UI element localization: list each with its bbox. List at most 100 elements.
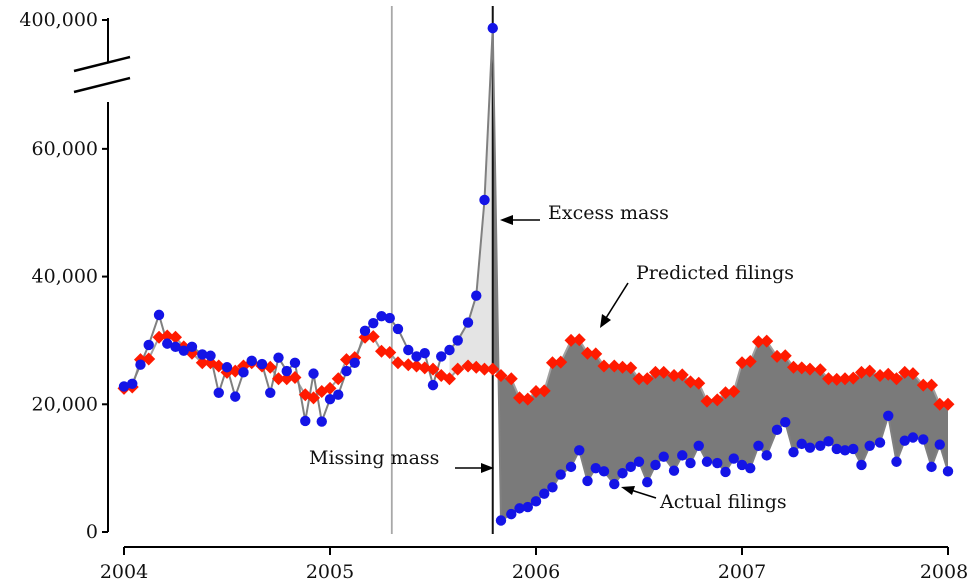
- actual-point: [479, 194, 490, 206]
- actual-point: [444, 344, 455, 356]
- actual-point: [712, 457, 723, 469]
- x-tick-label: 2004: [100, 561, 148, 583]
- predicted-point: [941, 397, 955, 411]
- actual-point: [135, 359, 146, 370]
- y-tick-label: 40,000: [32, 266, 98, 288]
- predicted-point: [554, 355, 568, 369]
- predicted-point: [657, 365, 671, 379]
- predicted-point: [616, 360, 630, 374]
- predicted-point: [375, 344, 388, 358]
- axes-layer: 0 20,000 40,000 60,000 400,000 2004 2005 2006 20…: [19, 9, 968, 583]
- predicted-point: [719, 386, 733, 400]
- predicted-point: [830, 372, 844, 386]
- x-tick-label: 2006: [512, 561, 560, 583]
- predicted-point: [667, 369, 681, 383]
- actual-point: [230, 391, 241, 402]
- actual-point: [462, 317, 474, 328]
- predicted-point: [710, 393, 724, 407]
- predicted-point: [770, 349, 784, 363]
- predicted-point: [442, 372, 456, 386]
- y-tick-label: 20,000: [32, 393, 98, 415]
- predicted-point: [589, 347, 603, 361]
- actual-point: [359, 325, 371, 337]
- predicted-point: [760, 334, 774, 348]
- predicted-point: [513, 391, 527, 405]
- actual-point: [780, 416, 791, 428]
- predicted-point: [700, 394, 714, 408]
- predicted-point: [331, 372, 345, 386]
- actual-point: [609, 478, 620, 490]
- actual-point: [143, 339, 154, 351]
- predicted-point: [925, 378, 939, 392]
- predicted-point: [581, 346, 594, 360]
- predicted-point: [624, 361, 638, 375]
- actual-point: [907, 432, 919, 443]
- actual-point: [471, 290, 482, 301]
- actual-point: [349, 357, 360, 368]
- actual-point: [186, 341, 198, 353]
- y-axis-break-mark: [73, 76, 131, 94]
- actual-point: [677, 450, 688, 461]
- predicted-point: [418, 361, 432, 375]
- actual-point: [804, 442, 816, 453]
- actual-point: [565, 461, 577, 473]
- predicted-point: [795, 361, 809, 375]
- actual-point: [848, 443, 859, 455]
- predicted-point: [822, 372, 836, 386]
- actual-point: [376, 310, 387, 322]
- predicted-point: [494, 369, 508, 383]
- actual-point: [650, 459, 661, 471]
- predicted-point: [933, 397, 947, 411]
- arrow-excess-mass: [500, 215, 540, 225]
- shading-layer: [449, 28, 948, 521]
- actual-point: [864, 440, 875, 451]
- annotation-excess-mass: Excess mass: [548, 202, 669, 224]
- actual-point: [333, 389, 344, 400]
- annotation-actual-filings: Actual filings: [659, 491, 787, 513]
- missing-mass-region: [492, 28, 948, 521]
- actual-point: [153, 309, 165, 321]
- series-layer: [117, 22, 955, 526]
- actual-point: [771, 424, 783, 436]
- actual-point: [823, 436, 834, 447]
- arrow-missing-mass: [455, 463, 494, 473]
- predicted-point: [545, 356, 559, 370]
- actual-point: [633, 456, 645, 467]
- predicted-point: [504, 372, 518, 386]
- x-tick-label: 2005: [306, 561, 354, 583]
- actual-point: [178, 345, 189, 356]
- predicted-point: [743, 355, 757, 369]
- actual-point: [213, 387, 224, 398]
- actual-point: [934, 439, 945, 450]
- predicted-point: [152, 330, 166, 344]
- predicted-point: [478, 362, 491, 376]
- predicted-point: [391, 356, 405, 370]
- predicted-point: [735, 356, 749, 370]
- actual-point: [341, 365, 352, 377]
- actual-point: [539, 488, 550, 499]
- actual-point: [436, 351, 447, 362]
- actual-point: [265, 387, 276, 398]
- actual-point: [874, 437, 886, 448]
- predicted-point: [916, 378, 930, 392]
- actual-point: [918, 434, 929, 445]
- actual-point: [392, 323, 404, 335]
- y-axis-break-mark: [73, 55, 131, 73]
- actual-point: [590, 462, 601, 474]
- predicted-point: [451, 362, 465, 376]
- actual-point: [701, 456, 713, 467]
- predicted-point: [898, 365, 912, 379]
- predicted-point: [803, 362, 817, 376]
- actual-point: [273, 352, 284, 363]
- actual-point: [668, 465, 680, 476]
- predicted-point: [684, 375, 697, 389]
- actual-point: [221, 362, 233, 373]
- actual-point: [753, 440, 764, 451]
- actual-point: [368, 317, 379, 329]
- predicted-point: [873, 369, 887, 383]
- actual-point: [452, 335, 463, 346]
- arrow-actual-filings: [621, 486, 657, 499]
- actual-point: [685, 457, 696, 469]
- actual-point: [487, 22, 498, 34]
- actual-point: [300, 415, 311, 427]
